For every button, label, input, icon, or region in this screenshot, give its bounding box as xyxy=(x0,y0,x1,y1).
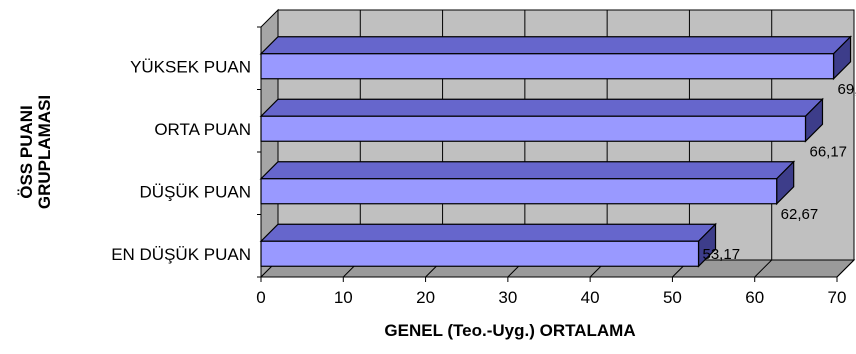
x-tick-label: 0 xyxy=(256,288,265,307)
data-label: 69,58 xyxy=(838,81,856,98)
bar xyxy=(260,53,835,80)
x-tick-label: 50 xyxy=(663,288,682,307)
x-tick-label: 40 xyxy=(581,288,600,307)
bar xyxy=(260,115,807,142)
bar xyxy=(260,178,778,205)
category-label: DÜŞÜK PUAN xyxy=(140,182,251,201)
bar-top xyxy=(259,36,852,55)
x-tick-label: 10 xyxy=(334,288,353,307)
bar-group xyxy=(259,160,796,206)
bar-group xyxy=(259,97,824,143)
y-axis-title-line-1: ÖSS PUANI xyxy=(17,105,36,199)
bar xyxy=(260,240,700,267)
category-label: ORTA PUAN xyxy=(154,120,251,139)
bar-top xyxy=(259,161,796,180)
gridline-floor xyxy=(836,259,855,278)
chart-axes: YÜKSEK PUAN 69,58 ORTA PUAN 66,17 DÜŞÜK PUAN… xyxy=(111,26,856,307)
bar-group xyxy=(259,222,717,268)
y-axis-title-line-2: GRUPLAMASI xyxy=(35,95,54,209)
gridline-floor xyxy=(754,259,773,278)
x-tick-label: 70 xyxy=(828,288,847,307)
data-label: 66,17 xyxy=(809,143,847,160)
data-label: 53,17 xyxy=(703,246,741,263)
bar-group xyxy=(259,35,852,81)
x-tick-label: 30 xyxy=(498,288,517,307)
data-label: 62,67 xyxy=(781,206,819,223)
bar-top xyxy=(259,223,717,242)
category-label: YÜKSEK PUAN xyxy=(130,57,251,76)
x-axis-title: GENEL (Teo.-Uyg.) ORTALAMA xyxy=(384,321,635,340)
category-label: EN DÜŞÜK PUAN xyxy=(111,245,251,264)
x-tick-label: 20 xyxy=(416,288,435,307)
bar-top xyxy=(259,98,824,117)
x-tick-label: 60 xyxy=(745,288,764,307)
